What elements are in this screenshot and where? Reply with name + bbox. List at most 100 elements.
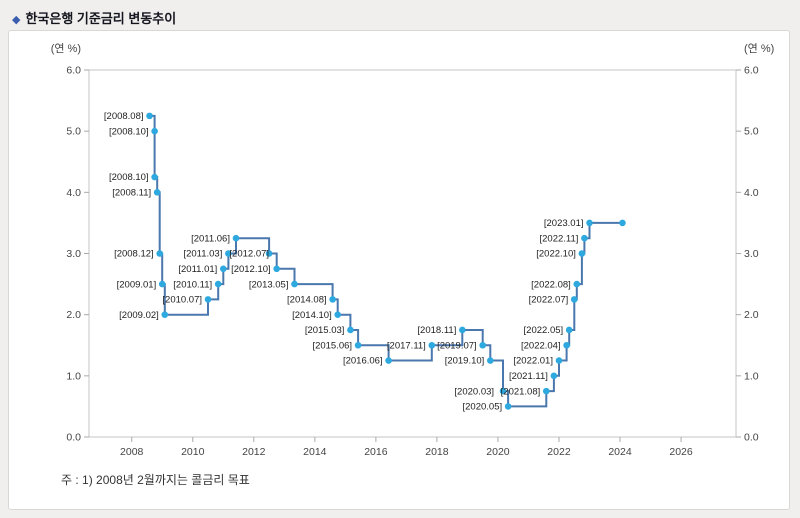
data-point-label: [2019.10] (445, 356, 485, 367)
y-tick-label-right: 6.0 (744, 65, 759, 77)
data-point-marker (214, 280, 222, 288)
y-tick-label-right: 5.0 (744, 126, 759, 138)
data-point-label: [2019.07] (437, 340, 477, 351)
data-point-label: [2012.10] (231, 264, 271, 275)
data-point-label: [2010.07] (162, 295, 202, 306)
data-point-marker (232, 234, 240, 242)
data-point-label: [2008.11] (112, 188, 151, 199)
base-rate-step-chart: (연 %) (연 %) 0.0 0.0 1.0 1.0 2.0 2.0 3.0 3.0 4.0 4.0… (51, 42, 775, 458)
data-point-label: [2022.05] (524, 325, 564, 336)
y-tick-label-left: 3.0 (66, 248, 81, 260)
data-point-marker (565, 326, 573, 334)
data-point-label: [2022.08] (531, 279, 571, 290)
x-tick-label: 2022 (547, 446, 571, 458)
data-point-label: [2022.11] (540, 233, 579, 244)
data-point-label: [2008.10] (109, 126, 149, 137)
x-tick-label: 2010 (181, 446, 205, 458)
data-point-marker (563, 341, 570, 349)
chart-footnote: 주 : 1) 2008년 2월까지는 콜금리 목표 (61, 473, 250, 487)
data-point-label: [2011.06] (191, 233, 230, 244)
data-point-label: [2014.10] (292, 310, 332, 321)
data-point-marker (146, 112, 153, 120)
data-point-marker (151, 127, 158, 135)
diamond-bullet-icon: ◆ (12, 14, 21, 26)
y-tick-label-right: 4.0 (744, 187, 759, 199)
data-point-marker (354, 341, 362, 349)
data-point-label: [2011.01] (178, 264, 217, 275)
data-point-label: [2008.12] (114, 249, 154, 260)
data-point-label: [2022.04] (521, 340, 561, 351)
data-point-marker (586, 219, 593, 227)
y-tick-label-right: 1.0 (744, 370, 759, 382)
data-point-marker (265, 250, 273, 257)
data-point-label: [2012.07] (229, 249, 269, 260)
data-point-marker (151, 173, 158, 181)
data-point-label: [2020.03] (454, 386, 494, 397)
y-tick-label-left: 0.0 (66, 432, 81, 444)
data-point-marker (329, 296, 336, 303)
data-point-marker (573, 280, 581, 288)
data-point-label: [2010.11] (173, 279, 212, 290)
data-point-marker (499, 387, 507, 395)
y-tick-label-left: 2.0 (66, 309, 81, 321)
data-point-marker (459, 326, 466, 334)
x-tick-label: 2008 (120, 446, 144, 458)
data-point-marker (225, 250, 232, 257)
data-point-marker (156, 250, 164, 257)
data-point-marker (334, 311, 342, 318)
data-point-marker (428, 341, 436, 349)
data-point-marker (550, 372, 558, 380)
x-tick-label: 2024 (608, 446, 632, 458)
data-point-label: [2022.07] (529, 295, 569, 306)
y-tick-label-right: 2.0 (744, 309, 759, 321)
data-point-marker (570, 296, 578, 303)
data-point-label: [2014.08] (287, 295, 327, 306)
data-point-marker (555, 357, 563, 364)
data-point-label: [2018.11] (417, 325, 456, 336)
chart-panel: (연 %) (연 %) 0.0 0.0 1.0 1.0 2.0 2.0 3.0 3.0 4.0 4.0… (8, 30, 790, 510)
data-point-marker (204, 296, 212, 303)
data-point-label: [2013.05] (249, 279, 289, 290)
data-point-marker (273, 265, 280, 273)
data-point-label: [2015.03] (305, 325, 345, 336)
data-point-label: [2008.08] (104, 111, 144, 122)
data-point-marker (347, 326, 354, 334)
data-point-label: [2015.06] (312, 340, 352, 351)
data-point-label: [2017.11] (387, 340, 426, 351)
y-tick-label-left: 1.0 (66, 370, 81, 382)
data-point-marker (504, 403, 512, 410)
data-point-label: [2021.08] (501, 386, 541, 397)
data-point-marker (219, 265, 227, 273)
y-tick-label-right: 0.0 (744, 432, 759, 444)
data-point-label: [2021.11] (509, 371, 548, 382)
data-point-marker (479, 341, 486, 349)
x-tick-label: 2012 (242, 446, 266, 458)
y-tick-label-left: 5.0 (66, 126, 81, 138)
x-tick-label: 2018 (425, 446, 449, 458)
x-tick-label: 2014 (303, 446, 327, 458)
x-tick-label: 2020 (486, 446, 510, 458)
data-point-label: [2009.01] (117, 279, 157, 290)
data-point-label: [2022.01] (513, 356, 553, 367)
data-point-marker (158, 280, 166, 288)
data-point-marker (581, 234, 588, 242)
data-point-marker (578, 250, 586, 257)
data-point-label: [2020.05] (463, 402, 503, 413)
data-point-label: [2023.01] (544, 218, 584, 229)
y-tick-label-right: 3.0 (744, 248, 759, 260)
data-point-marker (542, 387, 550, 395)
data-point-label: [2009.02] (119, 310, 159, 321)
y-tick-label-left: 4.0 (66, 187, 81, 199)
data-point-marker (153, 189, 161, 196)
data-point-marker (291, 280, 298, 288)
x-tick-label: 2016 (364, 446, 388, 458)
data-point-marker (161, 311, 169, 318)
data-point-label: [2008.10] (109, 172, 149, 183)
data-point-label: [2011.03] (183, 249, 222, 260)
x-tick-label: 2026 (669, 446, 693, 458)
y-axis-unit-left: (연 %) (51, 42, 81, 55)
page-title: ◆ 한국은행 기준금리 변동추이 (12, 8, 176, 27)
page-title-text: 한국은행 기준금리 변동추이 (25, 11, 177, 26)
y-axis-unit-right: (연 %) (744, 42, 774, 55)
line-end-marker (619, 219, 626, 227)
